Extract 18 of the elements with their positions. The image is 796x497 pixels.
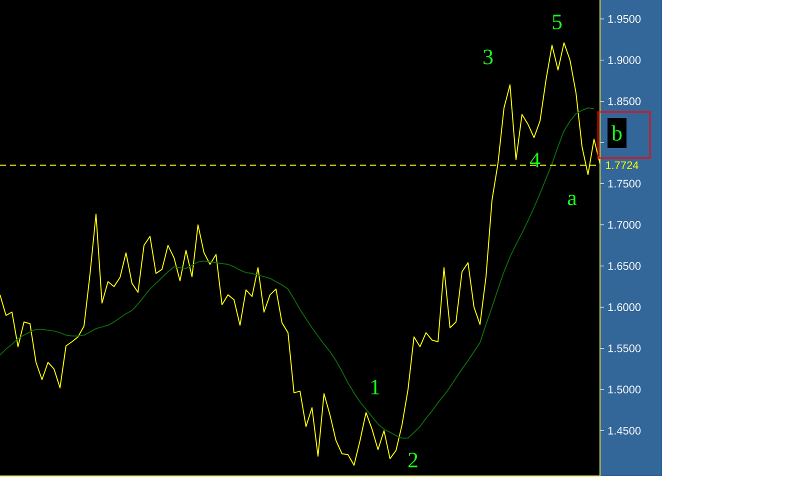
- ref-line-label: 1.7724: [606, 161, 638, 170]
- y-tick-label: 1.7500: [608, 180, 641, 188]
- annotation: 1: [371, 380, 380, 394]
- y-tick-label: 1.5500: [608, 344, 641, 352]
- y-tick-label: 1.8500: [608, 97, 641, 106]
- y-tick-label: 1.9500: [608, 15, 641, 23]
- y-tick-label: 1.7000: [608, 220, 641, 229]
- y-tick-label: 1.5000: [608, 386, 641, 394]
- annotation: 4: [530, 152, 540, 168]
- annotation: a: [568, 194, 577, 206]
- y-tick-label: 1.6500: [608, 262, 641, 270]
- y-tick-label: 1.9000: [608, 56, 641, 64]
- annotation: 5: [552, 14, 562, 30]
- annotation: 3: [484, 50, 493, 64]
- annotation: 2: [408, 452, 418, 468]
- y-tick-label: 1.6000: [608, 303, 641, 312]
- text: b: [612, 125, 622, 141]
- y-tick-label: 1.4500: [608, 426, 641, 435]
